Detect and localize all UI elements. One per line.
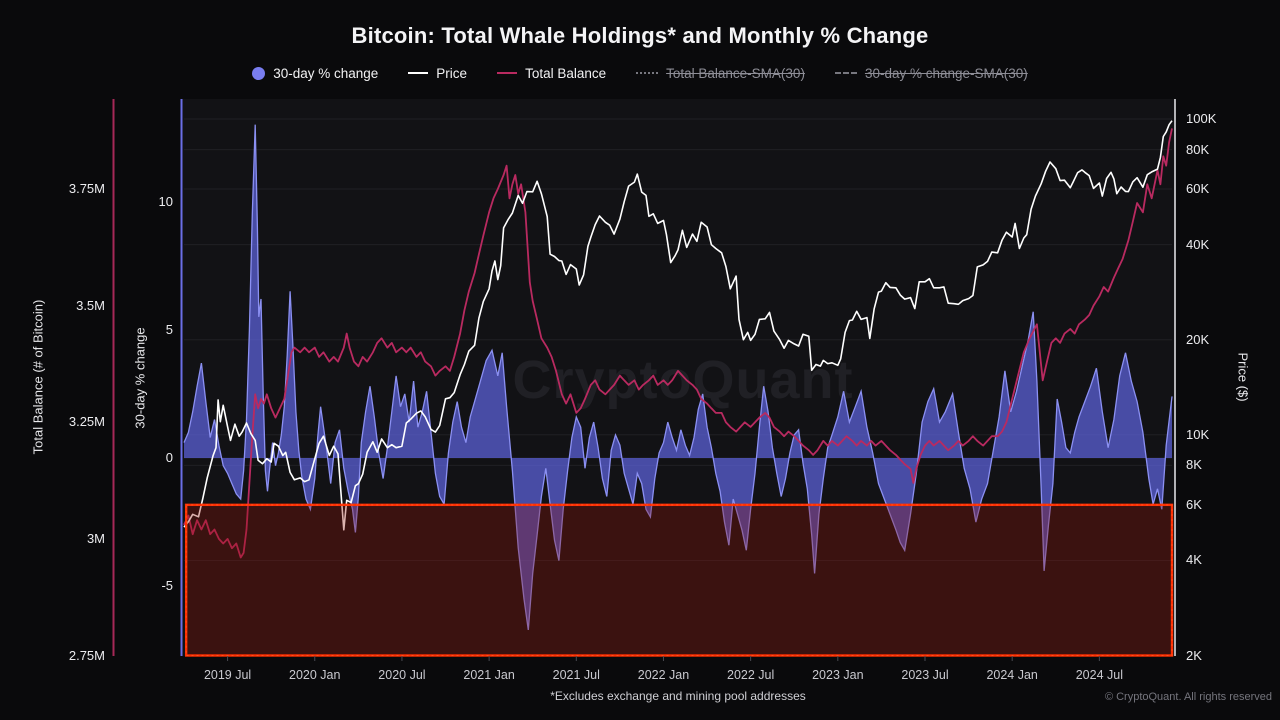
y-tick-balance-3.75M: 3.75M	[68, 181, 105, 196]
copyright-notice: © CryptoQuant. All rights reserved	[1104, 691, 1272, 703]
total-balance-line	[183, 128, 1173, 559]
y-tick-price-20K: 20K	[1186, 331, 1210, 347]
legend-line-icon	[497, 72, 518, 74]
legend-dot-icon	[252, 66, 266, 80]
x-tick-2024-Jan: 2024 Jan	[986, 668, 1038, 682]
y-tick-price-4K: 4K	[1186, 552, 1202, 568]
y-tick-price-8K: 8K	[1186, 457, 1202, 473]
page-title: Bitcoin: Total Whale Holdings* and Month…	[351, 23, 929, 48]
legend-label: Price	[436, 65, 468, 81]
y-tick-price-2K: 2K	[1186, 647, 1202, 663]
y-tick-balance-3.5M: 3.5M	[76, 297, 105, 313]
x-tick-2021-Jan: 2021 Jan	[463, 668, 515, 682]
y-tick-pct-5: 5	[165, 321, 173, 337]
legend-item-total-balance[interactable]: Total Balance	[497, 66, 606, 81]
legend-line-icon	[636, 72, 659, 74]
x-tick-2021-Jul: 2021 Jul	[552, 668, 600, 682]
x-tick-2023-Jan: 2023 Jan	[812, 668, 864, 682]
x-tick-2020-Jul: 2020 Jul	[378, 668, 426, 682]
legend-item-price[interactable]: Price	[408, 66, 467, 81]
annotation-box-border-texture	[185, 504, 1173, 657]
y-tick-price-80K: 80K	[1186, 141, 1210, 157]
y-tick-price-40K: 40K	[1186, 236, 1210, 252]
plot-background	[182, 99, 1175, 656]
x-tick-2024-Jul: 2024 Jul	[1075, 668, 1123, 682]
axis-title-price: Price ($)	[1235, 352, 1251, 402]
legend-label: 30-day % change-SMA(30)	[864, 65, 1028, 81]
legend-label: Total Balance	[525, 65, 607, 81]
y-tick-balance-3.25M: 3.25M	[68, 414, 105, 430]
y-tick-price-10K: 10K	[1186, 426, 1210, 442]
legend-item-total-balance-sma-30-[interactable]: Total Balance-SMA(30)	[636, 66, 805, 81]
y-tick-price-60K: 60K	[1186, 181, 1210, 197]
x-tick-2022-Jul: 2022 Jul	[727, 668, 775, 682]
y-tick-price-100K: 100K	[1186, 111, 1217, 126]
x-tick-2023-Jul: 2023 Jul	[901, 668, 949, 682]
y-tick-pct-0: 0	[165, 450, 173, 465]
annotation-box-fill	[186, 504, 1172, 656]
legend-line-icon	[834, 72, 857, 74]
y-tick-pct--5: -5	[161, 578, 173, 594]
watermark: CryptoQuant	[513, 350, 854, 410]
y-tick-pct-10: 10	[158, 193, 173, 209]
y-tick-price-6K: 6K	[1186, 496, 1202, 512]
legend-label: 30-day % change	[273, 65, 379, 81]
y-tick-balance-3M: 3M	[86, 530, 105, 546]
x-tick-2019-Jul: 2019 Jul	[203, 668, 252, 682]
axis-title-balance: Total Balance (# of Bitcoin)	[30, 299, 46, 455]
legend-line-icon	[408, 72, 429, 74]
x-tick-2022-Jan: 2022 Jan	[637, 668, 690, 682]
pct-change-line	[183, 124, 1173, 630]
y-tick-balance-2.75M: 2.75M	[68, 647, 105, 663]
footnote: *Excludes exchange and mining pool addre…	[550, 689, 806, 703]
x-tick-2020-Jan: 2020 Jan	[289, 668, 341, 682]
axis-title-pct: 30-day % change	[132, 327, 148, 429]
legend-label: Total Balance-SMA(30)	[666, 65, 805, 81]
legend: 30-day % change Price Total Balance Total B…	[0, 61, 1280, 85]
legend-item-30-day-change[interactable]: 30-day % change	[252, 66, 378, 81]
legend-item-30-day-change-sma-30-[interactable]: 30-day % change-SMA(30)	[834, 65, 1028, 81]
